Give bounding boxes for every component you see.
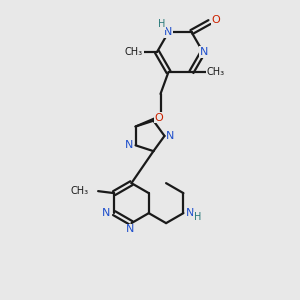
Text: H: H <box>158 19 165 29</box>
Text: CH₃: CH₃ <box>206 67 225 77</box>
Text: O: O <box>211 15 220 25</box>
Text: N: N <box>200 47 208 57</box>
Text: N: N <box>186 208 195 218</box>
Text: CH₃: CH₃ <box>125 47 143 57</box>
Text: H: H <box>194 212 201 222</box>
Text: N: N <box>125 140 134 150</box>
Text: N: N <box>164 27 173 37</box>
Text: N: N <box>126 224 135 234</box>
Text: N: N <box>166 131 175 141</box>
Text: O: O <box>154 113 163 123</box>
Text: N: N <box>102 208 110 218</box>
Text: CH₃: CH₃ <box>71 186 89 196</box>
